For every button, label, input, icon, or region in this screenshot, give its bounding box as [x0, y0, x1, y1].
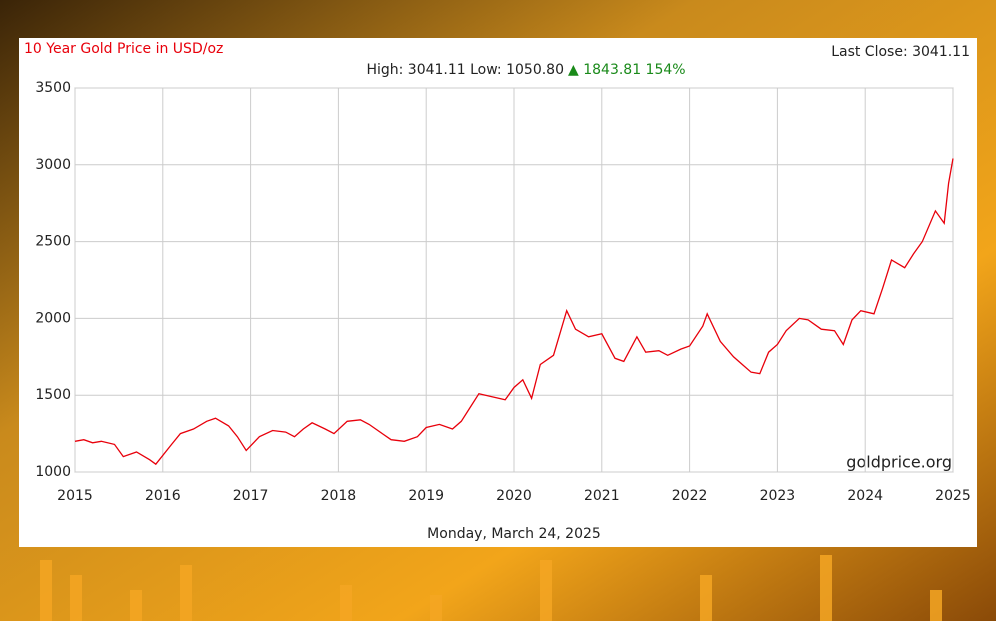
- y-tick-label: 2500: [35, 234, 71, 250]
- y-tick-label: 2000: [35, 310, 71, 326]
- chart-title: 10 Year Gold Price in USD/oz: [24, 41, 223, 57]
- x-tick-label: 2024: [847, 488, 883, 504]
- x-tick-label: 2020: [496, 488, 532, 504]
- y-tick-label: 3000: [35, 157, 71, 173]
- x-tick-label: 2016: [145, 488, 181, 504]
- x-tick-label: 2021: [584, 488, 620, 504]
- x-tick-label: 2022: [672, 488, 708, 504]
- watermark: goldprice.org: [846, 453, 952, 472]
- y-tick-label: 1500: [35, 387, 71, 403]
- x-tick-label: 2015: [57, 488, 93, 504]
- x-tick-label: 2019: [408, 488, 444, 504]
- last-close: Last Close: 3041.11: [831, 44, 970, 60]
- x-tick-label: 2025: [935, 488, 971, 504]
- high-low: High: 3041.11 Low: 1050.80: [366, 62, 564, 78]
- change: ▲ 1843.81 154%: [568, 62, 686, 78]
- decor-bars: [40, 555, 942, 621]
- x-tick-label: 2017: [233, 488, 269, 504]
- y-tick-label: 1000: [35, 464, 71, 480]
- price-line: [74, 158, 954, 466]
- y-tick-label: 3500: [35, 80, 71, 96]
- x-tick-label: 2018: [321, 488, 357, 504]
- date-label: Monday, March 24, 2025: [427, 526, 601, 542]
- chart-panel: [19, 38, 977, 547]
- x-tick-label: 2023: [760, 488, 796, 504]
